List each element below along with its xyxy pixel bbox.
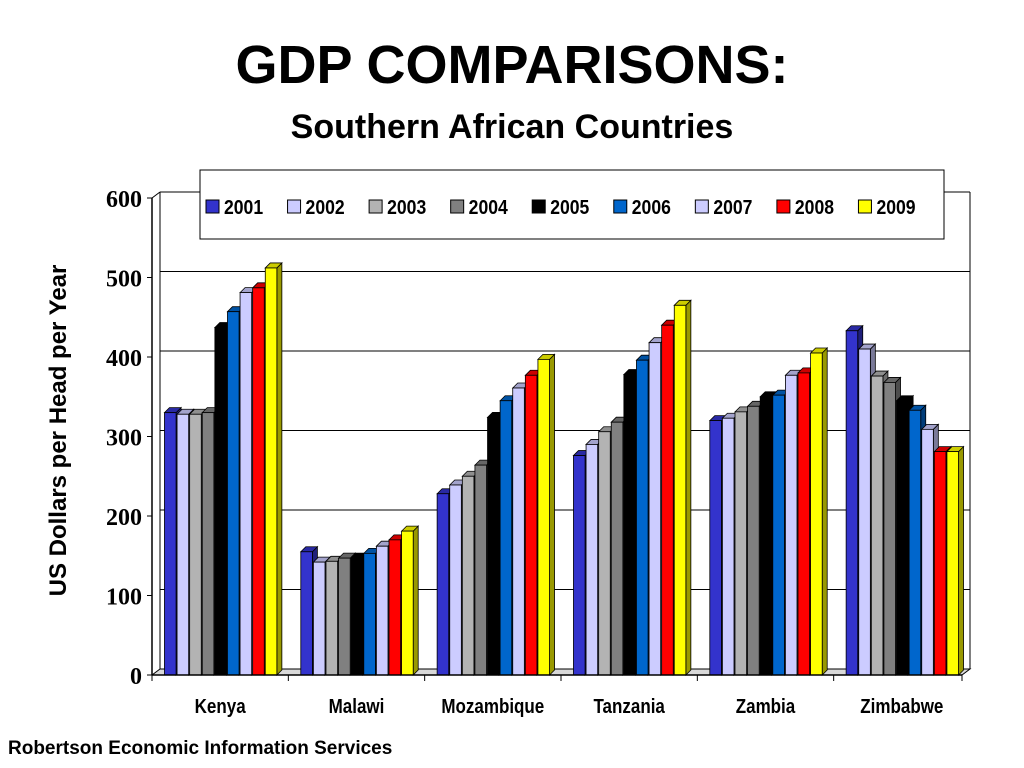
y-tick-label: 400 [106,346,142,372]
bar-2008-mozambique [524,374,538,676]
bar-2007-zimbabwe [921,428,934,676]
y-tick-label: 500 [106,267,142,293]
chart-title: GDP COMPARISONS: [235,35,789,95]
bar-2004-mozambique [474,464,487,676]
legend [199,169,945,240]
bar-2005-malawi [350,557,364,676]
bar-2006-kenya [227,311,240,676]
legend-label-2005: 2005 [550,196,589,218]
bar-2004-tanzania [610,421,624,676]
legend-label-2009: 2009 [876,196,915,218]
x-tick-label: Tanzania [593,695,665,718]
bar-side [276,261,283,676]
bar-2003-tanzania [598,431,611,676]
bar-side [958,445,964,676]
bar-2009-mozambique [537,358,550,676]
bar-2005-zimbabwe [896,400,909,676]
legend-swatch-2004 [450,199,465,214]
y-tick-label: 300 [106,426,142,452]
bar-side [549,353,555,676]
bar-2009-zambia [810,352,823,676]
bar-side [685,299,692,676]
bar-2004-zambia [747,405,760,676]
bar-2007-mozambique [512,387,525,676]
legend-label-2006: 2006 [632,196,671,218]
bar-2001-malawi [300,551,313,676]
bar-2006-tanzania [636,359,649,676]
bar-2002-kenya [176,413,190,676]
bar-2002-zambia [722,417,735,676]
bar-side [412,525,419,676]
bar-2005-tanzania [623,374,636,676]
bar-2005-zambia [759,396,773,676]
legend-label-2001: 2001 [224,196,263,218]
bar-2007-malawi [375,545,389,676]
x-tick-label: Zambia [736,695,796,718]
y-axis-title: US Dollars per Head per Year [45,265,72,597]
bar-2006-zimbabwe [908,409,922,676]
bar-2009-kenya [264,267,278,676]
source-footer: Robertson Economic Information Services [8,738,393,759]
bar-2004-zimbabwe [883,382,896,676]
bar-2004-kenya [201,412,215,676]
y-tick-label: 100 [106,585,142,611]
y-tick-label: 600 [106,187,142,213]
bar-2009-malawi [401,530,414,676]
bar-2002-zimbabwe [858,348,871,676]
bar-2005-kenya [214,327,227,676]
legend-swatch-2001 [205,199,220,214]
bar-2003-kenya [189,413,202,676]
bar-2006-malawi [363,552,376,676]
legend-label-2007: 2007 [713,196,752,218]
legend-swatch-2009 [857,199,872,214]
bar-2008-kenya [252,287,265,676]
bar-2002-malawi [312,561,326,676]
x-tick-label: Zimbabwe [860,695,943,718]
x-tick-label: Kenya [195,695,247,718]
legend-label-2008: 2008 [795,196,834,218]
legend-label-2002: 2002 [306,196,345,218]
bar-2006-zambia [772,394,785,676]
bar-2006-mozambique [499,400,513,676]
bar-2003-malawi [325,560,339,676]
legend-label-2004: 2004 [469,196,509,218]
bar-2001-zambia [709,420,722,676]
bar-2002-mozambique [449,484,462,676]
chart-subtitle: Southern African Countries [290,108,734,146]
bar-2001-mozambique [436,493,450,676]
legend-swatch-2008 [776,199,791,214]
bar-2003-zambia [734,411,748,676]
bar-2005-mozambique [487,417,500,676]
bar-2004-malawi [338,557,351,676]
bar-2008-tanzania [661,324,674,676]
y-tick-label: 0 [130,664,142,690]
bar-2001-kenya [164,412,177,676]
legend-swatch-2006 [613,199,628,214]
legend-swatch-2007 [694,199,709,214]
bar-2007-zambia [785,374,798,676]
legend-swatch-2002 [287,199,302,214]
legend-swatch-2003 [368,199,383,214]
legend-swatch-2005 [531,199,546,214]
bar-2003-zimbabwe [870,375,884,676]
bar-2007-kenya [239,292,253,676]
legend-label-2003: 2003 [387,196,426,218]
bar-2001-tanzania [573,455,586,676]
bar-2001-zimbabwe [845,330,859,676]
x-tick-label: Mozambique [441,695,544,718]
bar-2002-tanzania [585,444,599,676]
bar-2008-zambia [797,372,811,676]
side-wall-top [151,191,161,199]
bar-2008-malawi [388,539,402,676]
bar-2008-zimbabwe [933,451,947,676]
bar-2009-tanzania [673,304,687,676]
bar-2003-mozambique [461,475,475,676]
y-tick-label: 200 [106,505,142,531]
x-tick-label: Malawi [329,695,385,718]
bar-side [821,347,828,676]
bar-2007-tanzania [648,342,662,676]
bar-2009-zimbabwe [946,451,959,676]
